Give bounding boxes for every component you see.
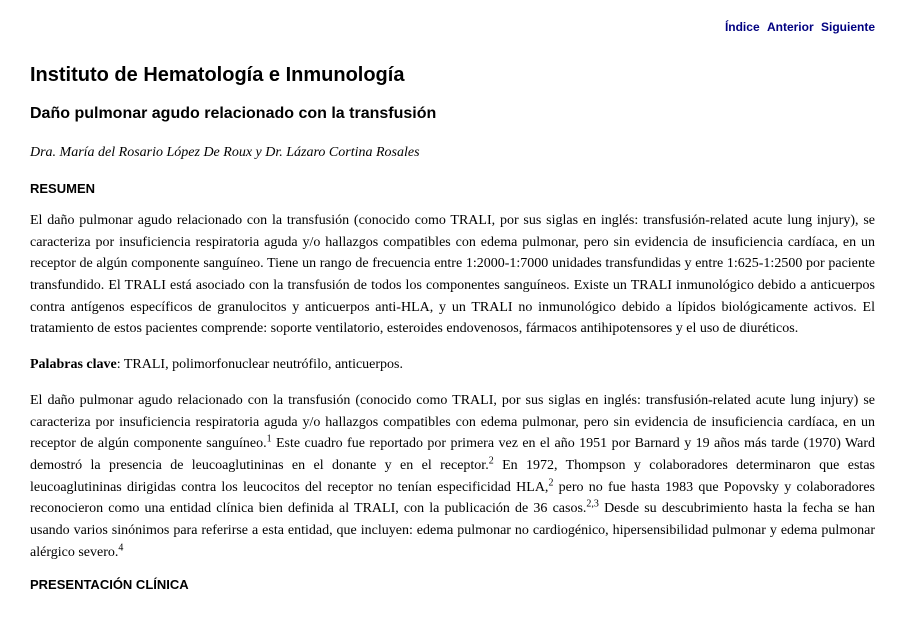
nav-indice-link[interactable]: Índice <box>725 20 760 34</box>
institution-heading: Instituto de Hematología e Inmunología <box>30 64 875 87</box>
presentacion-heading: PRESENTACIÓN CLÍNICA <box>30 577 875 592</box>
resumen-heading: RESUMEN <box>30 181 875 196</box>
nav-anterior-link[interactable]: Anterior <box>767 20 814 34</box>
resumen-body: El daño pulmonar agudo relacionado con l… <box>30 210 875 340</box>
nav-siguiente-link[interactable]: Siguiente <box>821 20 875 34</box>
keywords-label: Palabras clave <box>30 357 117 372</box>
ref-23: 2,3 <box>586 499 599 510</box>
article-title: Daño pulmonar agudo relacionado con la t… <box>30 105 875 123</box>
keywords-line: Palabras clave: TRALI, polimorfonuclear … <box>30 354 875 376</box>
keywords-body: : TRALI, polimorfonuclear neutrófilo, an… <box>117 357 403 372</box>
authors-line: Dra. María del Rosario López De Roux y D… <box>30 145 875 161</box>
top-nav: Índice Anterior Siguiente <box>30 20 875 34</box>
ref-4: 4 <box>118 542 123 553</box>
intro-paragraph: El daño pulmonar agudo relacionado con l… <box>30 390 875 564</box>
